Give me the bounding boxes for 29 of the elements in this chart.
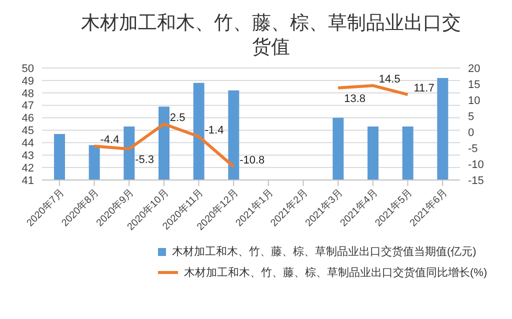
y-tick-label: 45 [22,125,34,138]
y-tick-label: 46 [22,112,34,125]
y2-tick-label: 10 [468,94,480,107]
y-tick-label: 50 [22,62,34,75]
data-label: 14.5 [378,74,400,86]
y-tick-label: 48 [22,88,34,100]
y2-tick-label: 15 [468,78,480,91]
y-tick-label: 47 [22,100,34,112]
data-label: -1.4 [204,124,224,136]
data-label: -5.3 [135,154,154,166]
y-tick-label: 43 [22,150,34,162]
legend-label: 木材加工和木、竹、藤、棕、草制品业出口交货值同比增长(%) [184,266,488,280]
y-tick-label: 44 [22,138,34,150]
y2-tick-label: 0 [468,126,474,139]
data-label: 11.7 [414,82,434,95]
y2-tick-label: -10 [468,158,484,171]
data-label: -4.4 [100,134,120,146]
y2-tick-label: -5 [468,142,478,155]
y-tick-label: 42 [22,162,34,174]
legend-label: 木材加工和木、竹、藤、棕、草制品业出口交货值当期值(亿元) [172,244,476,259]
y-tick-label: 49 [22,75,34,88]
data-label: 2.5 [170,112,186,124]
y2-tick-label: 5 [468,110,474,123]
data-label: -10.8 [240,154,265,167]
data-label: 13.8 [344,92,366,105]
y2-tick-label: -15 [468,174,484,187]
y2-tick-label: 20 [468,62,480,75]
chart-title: 木材加工和木、竹、藤、棕、草制品业出口交货值 [80,12,462,60]
y-tick-label: 41 [22,174,34,187]
